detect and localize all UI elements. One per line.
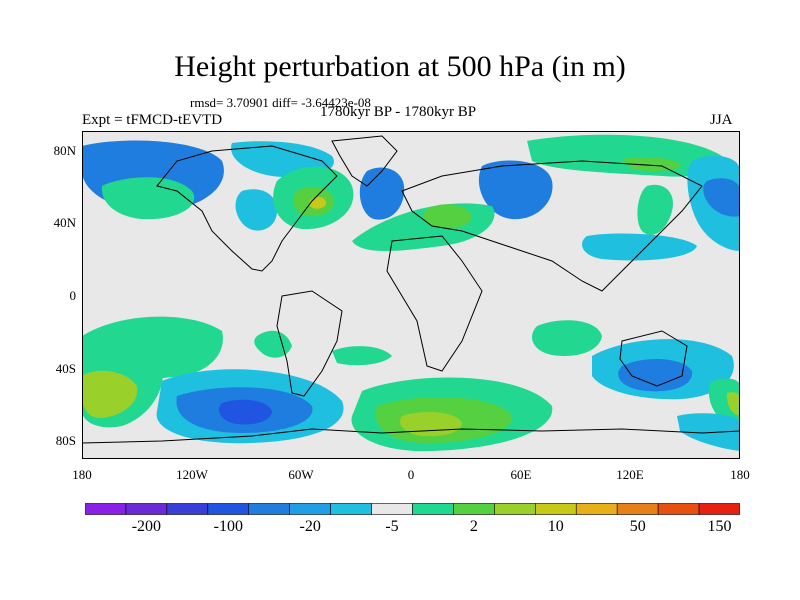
coastline-eurasia [401,160,703,292]
colorbar [85,503,740,515]
colorbar-box [125,503,168,515]
contour-blob [423,204,472,229]
contour-blob [726,392,740,416]
colorbar-label: -20 [299,518,321,535]
contour-blob [235,189,277,231]
colorbar-box [85,503,127,515]
page-title: Height perturbation at 500 hPa (in m) [174,50,626,83]
lon-tick-label: 180 [730,467,750,482]
coastline-south-america [276,290,343,397]
contour-blob [677,413,740,451]
contour-blob [332,346,392,366]
colorbar-box [371,503,413,515]
lon-tick-label: 60W [288,467,314,482]
colorbar-label: 2 [469,518,478,535]
colorbar-label: -200 [131,518,162,535]
contour-blob [582,233,697,261]
period-label: 1780kyr BP - 1780kyr BP [320,104,477,120]
coastline-greenland [331,135,398,187]
colorbar-box [575,503,618,515]
colorbar-label: 150 [707,518,732,535]
contour-blob [218,399,272,425]
contour-blob [703,178,740,217]
contour-blob [637,184,673,235]
lon-tick-label: 120W [176,467,208,482]
lat-tick-label: 40S [55,361,76,376]
lat-tick-label: 80S [55,433,76,448]
colorbar-box [453,503,495,515]
colorbar-box [166,503,209,515]
colorbar-box [494,503,536,515]
contour-blob [532,320,602,357]
coastline-antarctica [82,428,740,444]
season-label: JJA [710,112,733,128]
lon-tick-label: 180 [72,467,92,482]
contour-blob [478,160,553,220]
colorbar-box [207,503,250,515]
contour-blob [254,330,292,358]
rmsd-stats: rmsd= 3.70901 diff= -3.64423e-08 [190,95,371,110]
lat-tick-label: 80N [53,143,76,158]
contour-blob [618,359,693,392]
colorbar-label: -5 [385,518,399,535]
coastlines [82,135,740,444]
lat-tick-label: 0 [69,288,77,303]
colorbar-label: -100 [213,518,243,535]
contour-blob [622,157,682,172]
contour-blob [82,370,138,419]
colorbar-box [698,503,740,515]
lon-tick-label: 60E [510,467,532,482]
coastline-africa [386,235,483,372]
lat-tick-label: 40N [53,215,76,230]
colorbar-box [289,503,331,515]
colorbar-label: 10 [547,518,564,535]
colorbar-box [330,503,372,515]
colorbar-label: 50 [629,518,646,535]
lon-tick-label: 120E [616,467,644,482]
colorbar-box [248,503,290,515]
contour-blob [101,177,195,220]
colorbar-box [535,503,577,515]
contour-blob [359,167,405,220]
coastline-australia [619,330,688,387]
coastline-north-america [156,145,338,272]
colorbar-box [657,503,700,515]
lon-tick-label: 0 [407,467,415,482]
colorbar-box [412,503,454,515]
colorbar-box [616,503,659,515]
map-frame [82,131,740,459]
experiment-label: Expt = tFMCD-tEVTD [82,112,223,128]
map-plot [82,131,740,459]
